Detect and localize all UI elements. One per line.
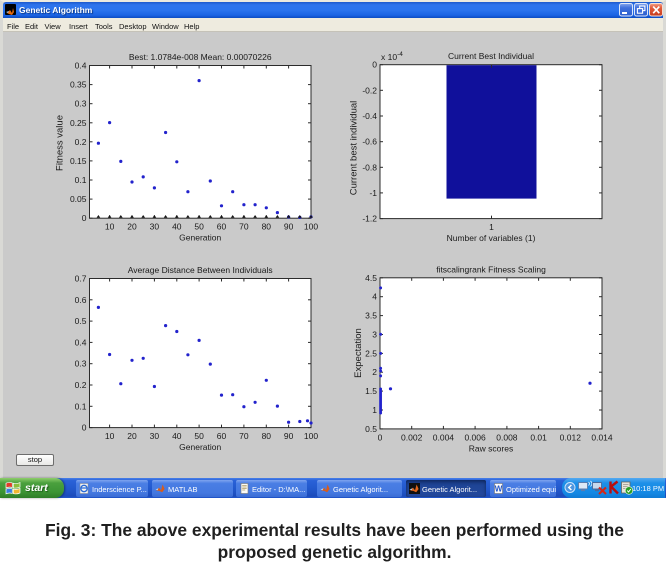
svg-text:0.05: 0.05 xyxy=(70,194,87,204)
svg-text:0.4: 0.4 xyxy=(75,61,87,71)
svg-text:0.3: 0.3 xyxy=(75,359,87,369)
svg-text:0: 0 xyxy=(82,423,87,433)
svg-text:1.5: 1.5 xyxy=(365,386,377,396)
svg-text:Expectation: Expectation xyxy=(353,328,364,378)
svg-text:20: 20 xyxy=(127,222,137,232)
svg-text:0: 0 xyxy=(378,432,383,442)
svg-text:20: 20 xyxy=(127,431,137,441)
svg-text:x 10-4: x 10-4 xyxy=(381,51,403,62)
svg-text:30: 30 xyxy=(150,431,160,441)
svg-text:Current best individual: Current best individual xyxy=(349,101,360,196)
svg-text:2: 2 xyxy=(372,367,377,377)
svg-text:100: 100 xyxy=(304,222,318,232)
svg-text:0.4: 0.4 xyxy=(75,337,87,347)
svg-text:0.5: 0.5 xyxy=(75,316,87,326)
svg-text:70: 70 xyxy=(239,431,249,441)
svg-text:Generation: Generation xyxy=(179,442,221,452)
svg-text:60: 60 xyxy=(217,222,227,232)
svg-text:Generation: Generation xyxy=(179,233,221,243)
svg-text:80: 80 xyxy=(262,222,272,232)
svg-text:0.2: 0.2 xyxy=(75,380,87,390)
svg-text:0.006: 0.006 xyxy=(464,432,486,442)
svg-text:90: 90 xyxy=(284,222,294,232)
svg-text:0: 0 xyxy=(372,60,377,70)
svg-text:3: 3 xyxy=(372,330,377,340)
svg-text:0.35: 0.35 xyxy=(70,80,87,90)
svg-text:Raw scores: Raw scores xyxy=(469,443,513,453)
svg-text:fitscalingrank Fitness Scaling: fitscalingrank Fitness Scaling xyxy=(436,264,546,274)
svg-text:0.7: 0.7 xyxy=(75,274,87,284)
svg-text:2.5: 2.5 xyxy=(365,348,377,358)
svg-text:0.014: 0.014 xyxy=(591,432,613,442)
svg-text:1: 1 xyxy=(372,405,377,415)
svg-text:0.6: 0.6 xyxy=(75,295,87,305)
svg-text:0: 0 xyxy=(82,213,87,223)
svg-text:50: 50 xyxy=(194,222,204,232)
svg-text:0.012: 0.012 xyxy=(560,432,582,442)
svg-text:0.1: 0.1 xyxy=(75,175,87,185)
svg-text:60: 60 xyxy=(217,431,227,441)
svg-text:0.004: 0.004 xyxy=(433,432,455,442)
svg-text:0.008: 0.008 xyxy=(496,432,518,442)
svg-text:80: 80 xyxy=(262,431,272,441)
svg-text:100: 100 xyxy=(304,431,318,441)
svg-text:4.5: 4.5 xyxy=(365,273,377,283)
svg-text:40: 40 xyxy=(172,431,182,441)
svg-text:-0.2: -0.2 xyxy=(362,85,377,95)
svg-text:70: 70 xyxy=(239,222,249,232)
svg-text:40: 40 xyxy=(172,222,182,232)
svg-text:10: 10 xyxy=(105,222,115,232)
svg-text:10: 10 xyxy=(105,431,115,441)
svg-text:4: 4 xyxy=(372,292,377,302)
svg-text:W: W xyxy=(495,484,503,493)
svg-text:50: 50 xyxy=(194,431,204,441)
svg-text:-0.6: -0.6 xyxy=(362,137,377,147)
svg-text:0.25: 0.25 xyxy=(70,118,87,128)
svg-text:0.002: 0.002 xyxy=(401,432,423,442)
svg-text:0.2: 0.2 xyxy=(75,137,87,147)
svg-text:Average Distance Between Indiv: Average Distance Between Individuals xyxy=(128,265,273,275)
svg-text:0.5: 0.5 xyxy=(365,424,377,434)
svg-text:Number of variables (1): Number of variables (1) xyxy=(447,233,536,243)
svg-text:Best: 1.0784e-008 Mean: 0.0007: Best: 1.0784e-008 Mean: 0.00070226 xyxy=(129,52,272,62)
svg-text:0.01: 0.01 xyxy=(530,432,547,442)
svg-text:-1: -1 xyxy=(369,188,377,198)
svg-text:30: 30 xyxy=(150,222,160,232)
svg-text:0.15: 0.15 xyxy=(70,156,87,166)
svg-text:-1.2: -1.2 xyxy=(362,214,377,224)
svg-text:-0.4: -0.4 xyxy=(362,111,377,121)
svg-text:Fitness value: Fitness value xyxy=(55,115,66,171)
svg-text:Current Best Individual: Current Best Individual xyxy=(448,51,534,61)
svg-text:3.5: 3.5 xyxy=(365,311,377,321)
svg-text:0.1: 0.1 xyxy=(75,401,87,411)
svg-text:0.3: 0.3 xyxy=(75,99,87,109)
svg-text:90: 90 xyxy=(284,431,294,441)
svg-text:-0.8: -0.8 xyxy=(362,162,377,172)
svg-text:1: 1 xyxy=(489,222,494,232)
